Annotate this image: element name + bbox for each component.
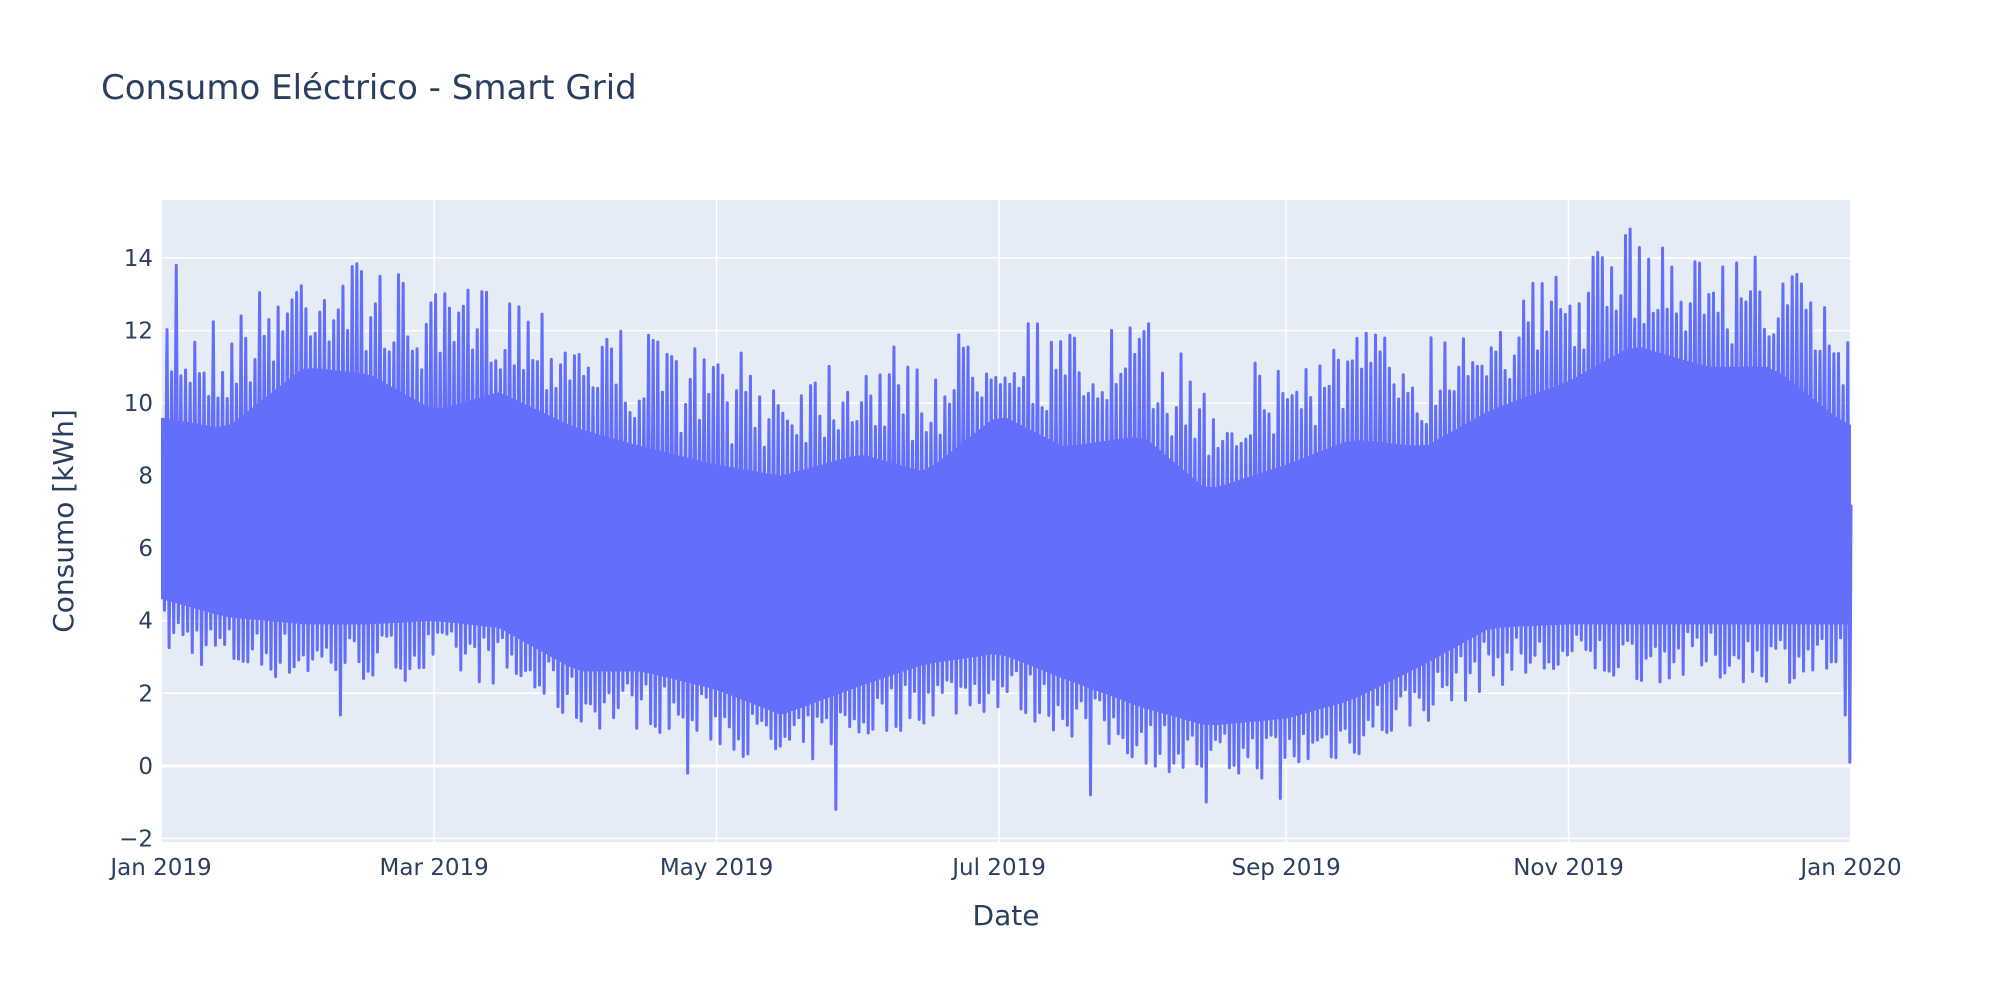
y-tick-label: 0 — [138, 754, 153, 780]
x-tick-label: Nov 2019 — [1513, 855, 1624, 881]
x-axis-title: Date — [973, 899, 1040, 932]
x-tick-label: Jan 2019 — [108, 855, 211, 881]
y-tick-label: −2 — [119, 826, 153, 852]
x-tick-label: Mar 2019 — [380, 855, 489, 881]
chart-title: Consumo Eléctrico - Smart Grid — [101, 68, 637, 108]
x-tick-label: Jul 2019 — [950, 855, 1046, 881]
y-tick-label: 8 — [138, 464, 153, 490]
series-line — [160, 227, 1853, 811]
y-axis-ticks: −2 0 2 4 6 8 10 12 14 — [119, 246, 153, 852]
y-tick-label: 6 — [138, 536, 153, 562]
x-tick-label: May 2019 — [660, 855, 773, 881]
y-tick-label: 12 — [124, 319, 153, 345]
y-tick-label: 2 — [138, 681, 153, 707]
y-tick-label: 4 — [138, 609, 153, 635]
series-layer — [160, 227, 1853, 811]
y-axis-title: Consumo [kWh] — [47, 409, 80, 633]
x-tick-label: Sep 2019 — [1232, 855, 1341, 881]
y-tick-label: 14 — [124, 246, 153, 272]
y-tick-label: 10 — [124, 391, 153, 417]
x-axis-ticks: Jan 2019 Mar 2019 May 2019 Jul 2019 Sep 2019… — [108, 855, 1901, 881]
x-tick-label: Jan 2020 — [1798, 855, 1901, 881]
